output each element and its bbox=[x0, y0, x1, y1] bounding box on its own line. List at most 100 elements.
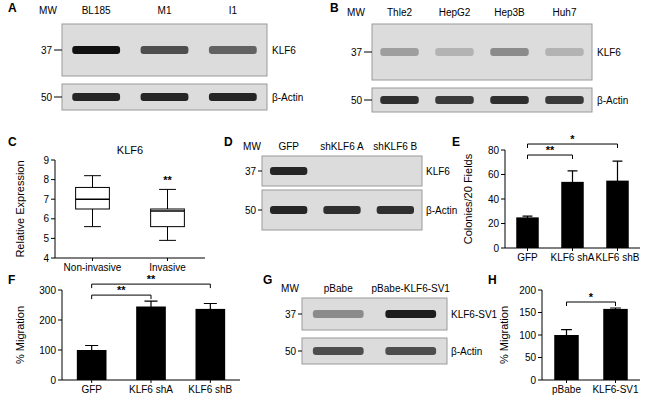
bar bbox=[196, 309, 226, 380]
significance-label: ** bbox=[147, 273, 156, 285]
y-tick bbox=[58, 290, 62, 291]
lane-label: BL185 bbox=[82, 5, 111, 16]
y-tick bbox=[51, 160, 55, 161]
lane-label: shKLF6 B bbox=[373, 141, 417, 152]
mw-dash bbox=[298, 314, 302, 315]
median bbox=[151, 210, 185, 212]
error-bar bbox=[204, 304, 217, 315]
panel-letter: E bbox=[452, 135, 460, 149]
y-tick bbox=[58, 320, 62, 321]
blot-strip bbox=[262, 190, 422, 230]
y-axis-label: % Migration bbox=[498, 306, 510, 364]
lane-label: Hep3B bbox=[494, 7, 525, 18]
x-tick bbox=[572, 248, 573, 251]
mw-dash bbox=[54, 97, 62, 98]
mw-header: MW bbox=[281, 283, 299, 294]
mw-marker: 50 bbox=[41, 92, 53, 103]
x-tick-label: KLF6 shB bbox=[188, 384, 232, 395]
y-tick bbox=[51, 218, 55, 219]
x-tick-label: GFP bbox=[81, 384, 102, 395]
band bbox=[435, 48, 474, 56]
panel-letter: B bbox=[330, 1, 339, 15]
band bbox=[377, 206, 414, 214]
x-tick-label: GFP bbox=[517, 252, 538, 263]
error-bar bbox=[613, 161, 623, 200]
band bbox=[545, 48, 584, 56]
significance-label: * bbox=[589, 291, 594, 303]
x-axis bbox=[55, 258, 205, 259]
lane-label: M1 bbox=[158, 5, 172, 16]
x-tick-label: Non-invasive bbox=[64, 262, 122, 273]
protein-label: β-Actin bbox=[426, 205, 457, 216]
blot-panel: GMWpBabepBabe-KLF6-SV137KLF6-SV150β-Acti… bbox=[263, 273, 498, 364]
x-tick-label: KLF6 shA bbox=[551, 252, 595, 263]
protein-label: β-Actin bbox=[597, 95, 628, 106]
significance-label: ** bbox=[117, 284, 126, 296]
figure: AMWBL185M1I137KLF650β-ActinBMWThle2HepG2… bbox=[0, 0, 650, 398]
y-axis bbox=[55, 160, 56, 258]
mw-marker: 50 bbox=[245, 205, 257, 216]
panel-letter: D bbox=[224, 135, 233, 149]
chart-panel: CKLF6Relative Expression456789Non-invasi… bbox=[8, 135, 205, 273]
band bbox=[490, 96, 529, 104]
blot-strip bbox=[62, 24, 267, 76]
y-tick bbox=[501, 174, 505, 175]
y-tick bbox=[538, 335, 542, 336]
marks bbox=[554, 308, 628, 380]
x-tick bbox=[92, 258, 93, 261]
band bbox=[270, 167, 307, 175]
y-tick-label: 80 bbox=[488, 145, 500, 156]
bar bbox=[554, 335, 579, 380]
box bbox=[76, 187, 110, 209]
x-tick bbox=[527, 248, 528, 251]
x-tick-label: KLF6-SV1 bbox=[592, 384, 639, 395]
significance-label: * bbox=[570, 133, 575, 145]
x-tick-label: KLF6 shB bbox=[596, 252, 640, 263]
y-tick bbox=[58, 350, 62, 351]
protein-label: KLF6 bbox=[597, 47, 621, 58]
y-tick-label: 50 bbox=[525, 352, 537, 363]
box bbox=[151, 209, 185, 227]
y-tick bbox=[58, 380, 62, 381]
mw-dash bbox=[298, 351, 302, 352]
protein-label: β-Actin bbox=[451, 346, 482, 357]
y-tick-label: 4 bbox=[43, 253, 49, 264]
protein-label: KLF6 bbox=[272, 45, 296, 56]
mw-marker: 50 bbox=[351, 95, 363, 106]
chart-panel: F% Migration0100200300GFPKLF6 shAKLF6 sh… bbox=[8, 273, 240, 395]
band bbox=[313, 347, 364, 355]
lane-label: pBabe-KLF6-SV1 bbox=[372, 283, 451, 294]
band bbox=[545, 96, 584, 104]
panel-letter: C bbox=[8, 135, 17, 149]
mw-header: MW bbox=[39, 5, 57, 16]
band bbox=[380, 96, 419, 104]
protein-label: KLF6 bbox=[426, 166, 450, 177]
band bbox=[380, 48, 419, 56]
panel-letter: A bbox=[8, 1, 17, 15]
y-tick-label: 8 bbox=[43, 174, 49, 185]
band bbox=[209, 46, 257, 54]
y-tick-label: 20 bbox=[488, 218, 500, 229]
y-axis-label: % Migration bbox=[14, 306, 26, 364]
x-tick bbox=[617, 248, 618, 251]
chart-title: KLF6 bbox=[117, 144, 143, 156]
mw-dash bbox=[364, 100, 372, 101]
lane-label: Thle2 bbox=[387, 7, 412, 18]
lane-label: GFP bbox=[278, 141, 299, 152]
band bbox=[313, 310, 364, 318]
error-bar bbox=[568, 171, 578, 193]
y-tick-label: 0 bbox=[493, 243, 499, 254]
mw-marker: 37 bbox=[351, 47, 363, 58]
significance-label: ** bbox=[163, 174, 172, 186]
y-tick bbox=[501, 199, 505, 200]
y-tick bbox=[538, 357, 542, 358]
mw-dash bbox=[364, 52, 372, 53]
y-tick-label: 0 bbox=[530, 375, 536, 386]
panel-letter: H bbox=[488, 273, 497, 287]
y-axis-label: Relative Expression bbox=[14, 160, 26, 257]
blot-strip bbox=[262, 156, 422, 186]
blot-panel: DMWGFPshKLF6 AshKLF6 B37KLF650β-Actin bbox=[224, 135, 457, 230]
marks bbox=[77, 301, 225, 380]
mw-marker: 37 bbox=[41, 45, 53, 56]
x-tick-label: KLF6 shA bbox=[129, 384, 173, 395]
